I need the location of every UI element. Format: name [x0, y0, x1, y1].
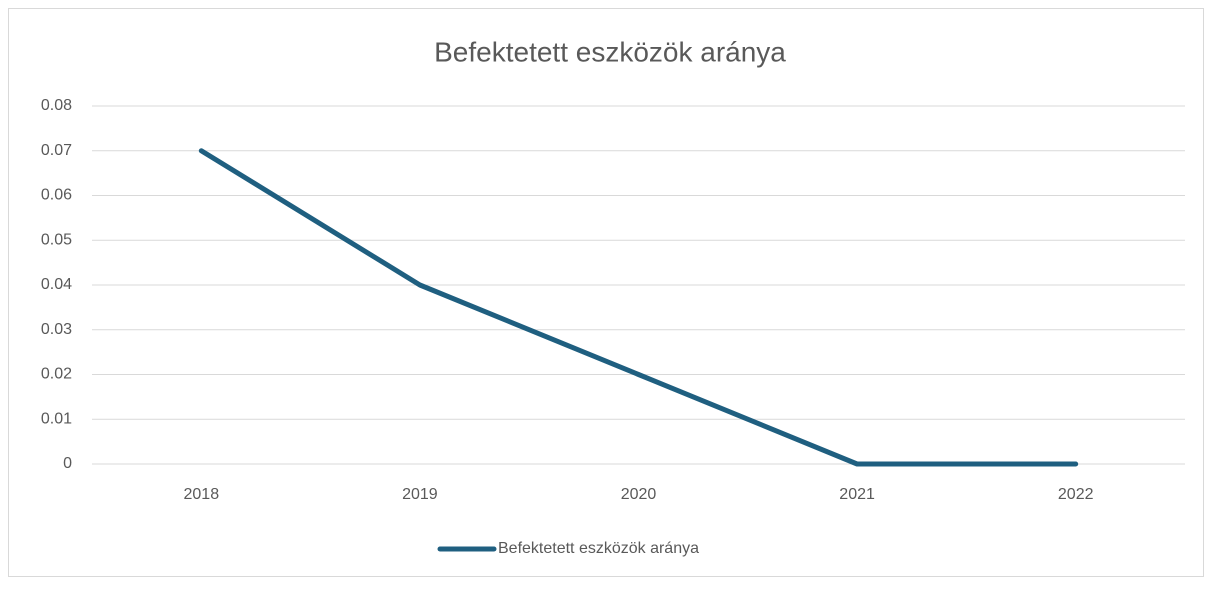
- y-tick-label: 0.05: [41, 231, 72, 248]
- y-tick-label: 0.02: [41, 366, 72, 383]
- x-tick-label: 2021: [839, 486, 875, 503]
- data-line: [198, 148, 1079, 467]
- y-tick-label: 0.08: [41, 97, 72, 114]
- x-tick-label: 2019: [402, 486, 438, 503]
- x-tick-label: 2020: [621, 486, 657, 503]
- y-tick-label: 0.07: [41, 142, 72, 159]
- y-tick-label: 0.03: [41, 321, 72, 338]
- x-tick-label: 2022: [1058, 486, 1094, 503]
- legend-label: Befektetett eszközök aránya: [498, 540, 699, 557]
- y-tick-label: 0.01: [41, 410, 72, 427]
- chart-border: [8, 8, 1204, 577]
- x-tick-label: 2018: [184, 486, 220, 503]
- y-tick-label: 0.04: [41, 276, 72, 293]
- y-tick-label: 0: [63, 455, 72, 472]
- chart-title: Befektetett eszközök aránya: [434, 36, 786, 67]
- y-tick-label: 0.06: [41, 187, 72, 204]
